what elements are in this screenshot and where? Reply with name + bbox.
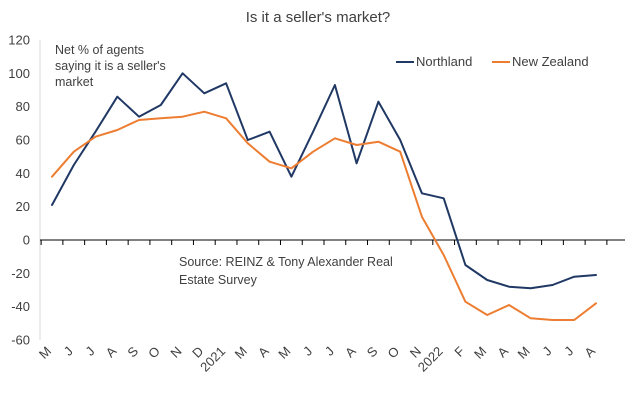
series-layer: [51, 72, 597, 321]
source-line-2: Estate Survey: [179, 273, 258, 287]
x-tick-label: J: [82, 344, 97, 359]
y-tick-label: 120: [8, 33, 30, 48]
annotation-line-2: saying it is a seller's: [55, 59, 166, 73]
y-tick-label: -20: [11, 266, 30, 281]
y-tick-label: 40: [16, 166, 30, 181]
annotation-line-3: market: [55, 75, 94, 89]
source-note: Source: REINZ & Tony Alexander Real Esta…: [179, 255, 393, 287]
x-tick-label: J: [561, 344, 576, 359]
x-tick-label: J: [300, 344, 315, 359]
chart-title: Is it a seller's market?: [246, 9, 391, 26]
y-tick-label: 0: [23, 233, 30, 248]
y-tick-label: 100: [8, 66, 30, 81]
x-tick-label: A: [103, 343, 120, 360]
x-tick-marks: [40, 240, 608, 245]
x-tick-label: O: [385, 344, 403, 362]
y-tick-label: -40: [11, 299, 30, 314]
x-tick-label: J: [539, 344, 554, 359]
x-tick-label: M: [471, 344, 489, 362]
y-tick-label: 60: [16, 133, 30, 148]
x-tick-label: N: [167, 344, 184, 361]
x-tick-label: J: [61, 344, 76, 359]
x-tick-label: A: [342, 343, 359, 360]
x-tick-label: 2022: [415, 344, 446, 375]
x-tick-label: 2021: [197, 344, 228, 375]
x-tick-label: A: [494, 343, 511, 360]
y-tick-label: -60: [11, 333, 30, 348]
y-tick-label: 20: [16, 199, 30, 214]
x-tick-label: S: [124, 343, 141, 360]
x-tick-label: M: [36, 344, 54, 362]
annotation-line-1: Net % of agents: [55, 43, 144, 57]
x-tick-label: M: [232, 344, 250, 362]
x-tick-label: S: [364, 343, 381, 360]
annotation: Net % of agents saying it is a seller's …: [55, 43, 166, 89]
x-tick-label: J: [322, 344, 337, 359]
legend-label-new-zealand: New Zealand: [512, 54, 589, 69]
series-line-northland: [51, 72, 597, 290]
series-line-new-zealand: [51, 110, 597, 321]
x-tick-label: F: [451, 343, 467, 359]
source-line-1: Source: REINZ & Tony Alexander Real: [179, 255, 393, 269]
legend-label-northland: Northland: [416, 54, 472, 69]
x-tick-label: O: [145, 344, 163, 362]
x-tick-label: A: [255, 343, 272, 360]
x-tick-label: M: [515, 344, 533, 362]
legend: Northland New Zealand: [396, 54, 589, 69]
x-tick-label: M: [275, 344, 293, 362]
y-tick-label: 80: [16, 99, 30, 114]
y-axis: -60 -40 -20 0 20 40 60 80 100 120: [8, 33, 41, 348]
y-tick-labels: -60 -40 -20 0 20 40 60 80 100 120: [8, 33, 30, 348]
x-tick-label: A: [581, 343, 598, 360]
